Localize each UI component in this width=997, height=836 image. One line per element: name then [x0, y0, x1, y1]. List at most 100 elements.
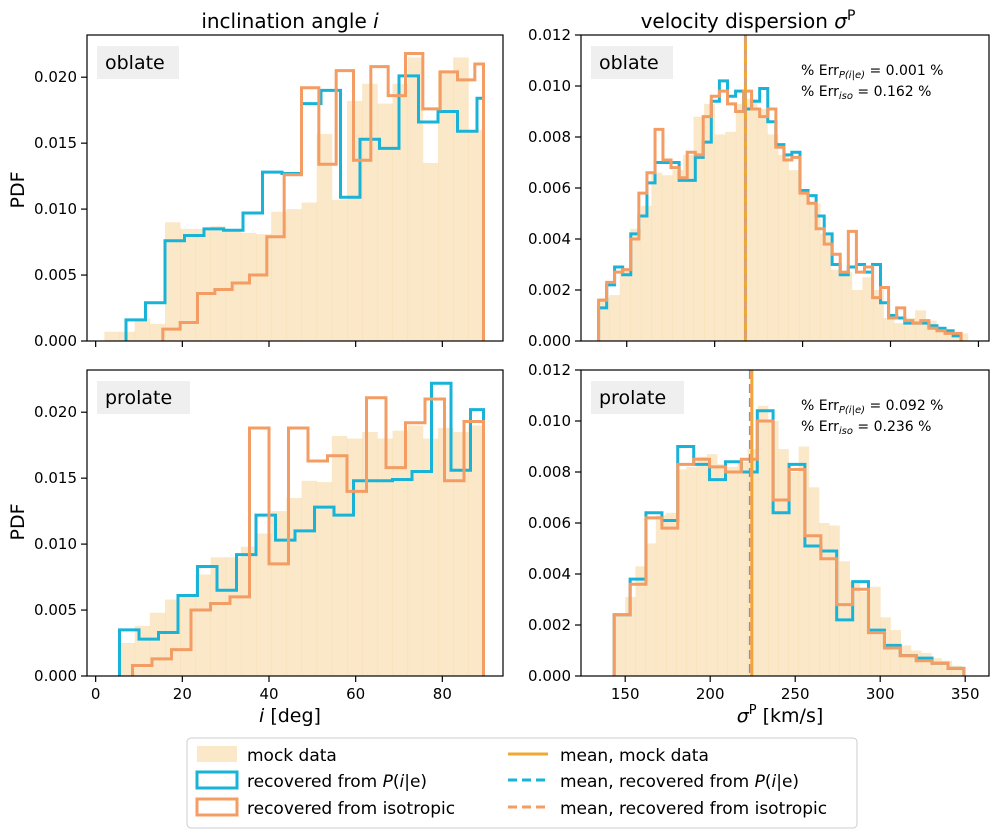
mock-bar [407, 57, 424, 341]
y-tick-label: 0.010 [528, 412, 571, 430]
mock-bar [936, 328, 948, 341]
mock-bar [630, 228, 642, 341]
x-tick-label: 0 [91, 685, 101, 703]
y-tick-label: 0.008 [528, 463, 571, 481]
mock-bar [407, 425, 424, 676]
mock-bar [683, 154, 694, 341]
plot-area [118, 381, 485, 676]
title-inclination: inclination angle i [201, 9, 379, 33]
step-recovered-iso [597, 89, 963, 341]
mock-bar [195, 574, 211, 676]
mock-bar [890, 630, 901, 676]
mock-bar [256, 533, 272, 676]
mock-bar [910, 650, 922, 676]
ylabel-bottom: PDF [7, 503, 29, 540]
mock-bar [798, 446, 810, 676]
mock-bar [422, 438, 439, 676]
mock-bar [676, 469, 687, 676]
mock-bar [598, 297, 610, 341]
mock-bar [180, 594, 196, 676]
mock-bar [377, 103, 393, 341]
plot-area [612, 370, 966, 676]
mock-bar [271, 511, 287, 676]
err-pie-annotation: % ErrP(i|e) = 0.001 % [801, 63, 943, 81]
mock-bar [286, 209, 302, 341]
mock-bar [819, 523, 830, 676]
mock-bar [661, 175, 673, 341]
legend-label-pie: recovered from P(i|e) [247, 772, 427, 792]
mock-bar [271, 211, 287, 341]
y-tick-label: 0.002 [528, 281, 571, 299]
mock-bar [316, 482, 333, 676]
x-tick-label: 200 [696, 685, 725, 703]
y-tick-label: 0.015 [34, 469, 77, 487]
mock-bar [704, 103, 716, 341]
mock-bar [640, 205, 652, 341]
mock-bar [195, 228, 211, 341]
mock-bar [757, 405, 769, 676]
mock-bar [767, 134, 779, 341]
x-tick-label: 60 [346, 685, 365, 703]
mock-bar [625, 596, 636, 676]
step-recovered-iso [161, 51, 485, 341]
err-iso-annotation: % Erriso = 0.236 % [801, 419, 931, 437]
mock-bar [331, 435, 348, 676]
y-tick-label: 0.012 [528, 361, 571, 379]
legend-label-iso-mean: mean, recovered from isotropic [560, 799, 827, 819]
mock-bar [915, 310, 927, 341]
mock-bar [468, 425, 484, 676]
y-tick-label: 0.012 [528, 26, 571, 44]
legend-swatch-pie [195, 770, 239, 790]
mock-bar [438, 428, 454, 676]
mock-bar [788, 170, 800, 341]
mock-bar [717, 464, 728, 676]
mock-bar [256, 234, 272, 341]
axes-frame [86, 369, 504, 677]
panel-label: oblate [105, 52, 165, 74]
panel-label: prolate [599, 387, 666, 409]
mock-bar [808, 487, 820, 676]
mock-bar [931, 658, 942, 676]
mock-bar [841, 272, 853, 341]
x-tick-label: 40 [259, 685, 278, 703]
mock-bar [778, 449, 789, 676]
xlabel-velocity: σP [km/s] [737, 703, 824, 727]
mock-bar [859, 591, 871, 676]
y-tick-label: 0.002 [528, 616, 571, 634]
err-pie-annotation: % ErrP(i|e) = 0.092 % [801, 398, 943, 416]
ylabel-top: PDF [7, 171, 29, 208]
mock-bar [851, 290, 863, 341]
y-tick-label: 0.000 [34, 667, 77, 685]
mock-bar [286, 497, 302, 676]
y-tick-label: 0.004 [528, 230, 571, 248]
mock-bar [809, 203, 821, 341]
mock-bar [210, 557, 227, 676]
mock-bar [331, 199, 348, 341]
mock-bar [900, 645, 912, 676]
y-tick-label: 0.006 [528, 514, 571, 532]
panel-label-box [591, 381, 684, 414]
mock-bar [362, 431, 378, 676]
mock-bar [619, 269, 631, 341]
panel-label: prolate [105, 387, 172, 409]
panel-inclination-prolate: 0.000 0.005 0.010 0.015 0.020 0 20 40 60 80 prolat… [34, 369, 504, 703]
mock-bar [377, 438, 393, 676]
x-tick-label: 250 [781, 685, 810, 703]
x-tick-label: 80 [433, 685, 452, 703]
mock-bar [666, 512, 677, 676]
y-tick-label: 0.000 [34, 332, 77, 350]
plot-area [104, 51, 485, 341]
mock-bar [104, 331, 120, 341]
mock-bar [453, 57, 469, 341]
mock-bar [468, 129, 484, 341]
mock-bar [635, 566, 646, 676]
mock-bar [883, 318, 895, 341]
mock-bar [925, 320, 937, 341]
y-tick-label: 0.010 [34, 200, 77, 218]
step-recovered-pie [124, 74, 485, 341]
legend-label-iso: recovered from isotropic [247, 799, 455, 819]
mock-bar [714, 134, 726, 341]
y-tick-label: 0.010 [34, 535, 77, 553]
mock-bar [134, 318, 151, 341]
mock-bar [180, 228, 196, 341]
